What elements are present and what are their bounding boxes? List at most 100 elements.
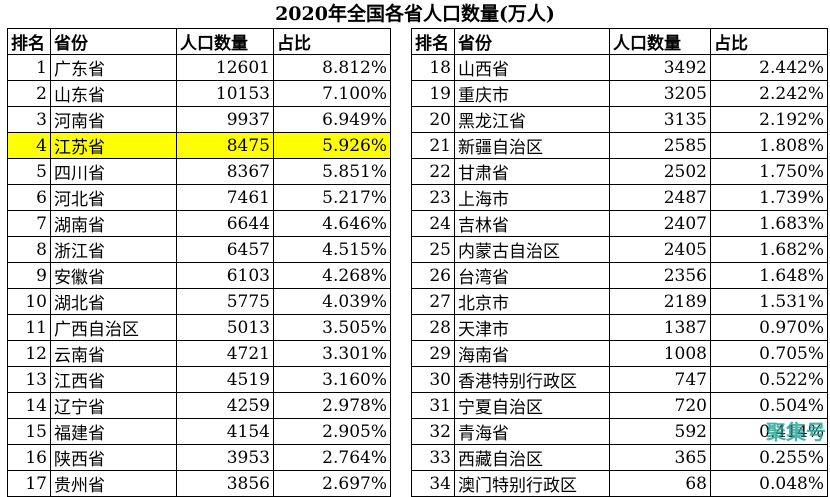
population-cell: 7461 [176,184,274,211]
rank-cell: 15 [7,418,51,445]
table-row: 17 贵州省 3856 2.697% [7,470,391,497]
population-cell: 1008 [609,340,711,367]
share-cell: 7.100% [273,80,391,107]
rank-cell: 26 [411,262,455,289]
rank-cell: 13 [7,366,51,393]
rank-cell: 8 [7,236,51,263]
province-cell: 河南省 [50,106,177,133]
header-province: 省份 [454,28,610,55]
province-cell: 河北省 [50,184,177,211]
table-row: 21 新疆自治区 2585 1.808% [411,132,828,159]
population-cell: 9937 [176,106,274,133]
population-cell: 2356 [609,262,711,289]
share-cell: 2.905% [273,418,391,445]
header-share: 占比 [710,28,828,55]
table-row: 22 甘肃省 2502 1.750% [411,158,828,185]
population-cell: 3492 [609,54,711,81]
population-cell: 747 [609,366,711,393]
population-cell: 2487 [609,184,711,211]
population-cell: 2407 [609,210,711,237]
population-cell: 4721 [176,340,274,367]
province-cell: 云南省 [50,340,177,367]
share-cell: 4.039% [273,288,391,315]
table-row: 8 浙江省 6457 4.515% [7,236,391,263]
population-cell: 8475 [176,132,274,159]
province-cell: 海南省 [454,340,610,367]
population-cell: 6644 [176,210,274,237]
province-cell: 上海市 [454,184,610,211]
rank-cell: 17 [7,470,51,497]
table-row: 33 西藏自治区 365 0.255% [411,444,828,471]
rank-cell: 23 [411,184,455,211]
rank-cell: 21 [411,132,455,159]
province-cell: 广西自治区 [50,314,177,341]
rank-cell: 27 [411,288,455,315]
province-cell: 贵州省 [50,470,177,497]
population-cell: 2405 [609,236,711,263]
rank-cell: 9 [7,262,51,289]
rank-cell: 3 [7,106,51,133]
table-row: 18 山西省 3492 2.442% [411,54,828,81]
province-cell: 安徽省 [50,262,177,289]
table-row: 7 湖南省 6644 4.646% [7,210,391,237]
header-population: 人口数量 [609,28,711,55]
rank-cell: 22 [411,158,455,185]
population-table-left: 排名 省份 人口数量 占比 1 广东省 12601 8.812% 2 山东省 10153 7.… [7,28,391,497]
province-cell: 黑龙江省 [454,106,610,133]
province-cell: 辽宁省 [50,392,177,419]
population-cell: 5775 [176,288,274,315]
rank-cell: 18 [411,54,455,81]
rank-cell: 12 [7,340,51,367]
population-cell: 592 [609,418,711,445]
table-row: 13 江西省 4519 3.160% [7,366,391,393]
province-cell: 宁夏自治区 [454,392,610,419]
population-cell: 6103 [176,262,274,289]
population-cell: 3953 [176,444,274,471]
population-cell: 365 [609,444,711,471]
share-cell: 5.851% [273,158,391,185]
header-share: 占比 [273,28,391,55]
share-cell: 5.217% [273,184,391,211]
rank-cell: 29 [411,340,455,367]
population-cell: 8367 [176,158,274,185]
rank-cell: 5 [7,158,51,185]
header-row: 排名 省份 人口数量 占比 [7,28,391,55]
province-cell: 甘肃省 [454,158,610,185]
rank-cell: 24 [411,210,455,237]
population-cell: 2585 [609,132,711,159]
share-cell: 4.515% [273,236,391,263]
province-cell: 青海省 [454,418,610,445]
population-cell: 10153 [176,80,274,107]
rank-cell: 34 [411,470,455,497]
table-row: 20 黑龙江省 3135 2.192% [411,106,828,133]
header-population: 人口数量 [176,28,274,55]
rank-cell: 33 [411,444,455,471]
table-row: 11 广西自治区 5013 3.505% [7,314,391,341]
table-row: 23 上海市 2487 1.739% [411,184,828,211]
table-row: 26 台湾省 2356 1.648% [411,262,828,289]
rank-cell: 31 [411,392,455,419]
province-cell: 四川省 [50,158,177,185]
population-cell: 2189 [609,288,711,315]
table-row: 5 四川省 8367 5.851% [7,158,391,185]
share-cell: 0.970% [710,314,828,341]
rank-cell: 1 [7,54,51,81]
rank-cell: 32 [411,418,455,445]
population-cell: 6457 [176,236,274,263]
province-cell: 新疆自治区 [454,132,610,159]
province-cell: 山西省 [454,54,610,81]
table-row: 3 河南省 9937 6.949% [7,106,391,133]
share-cell: 6.949% [273,106,391,133]
rank-cell: 30 [411,366,455,393]
table-row: 30 香港特别行政区 747 0.522% [411,366,828,393]
share-cell: 2.764% [273,444,391,471]
share-cell: 2.242% [710,80,828,107]
province-cell: 台湾省 [454,262,610,289]
province-cell: 福建省 [50,418,177,445]
table-row: 12 云南省 4721 3.301% [7,340,391,367]
table-row: 27 北京市 2189 1.531% [411,288,828,315]
share-cell: 2.697% [273,470,391,497]
population-cell: 4259 [176,392,274,419]
rank-cell: 11 [7,314,51,341]
rank-cell: 2 [7,80,51,107]
